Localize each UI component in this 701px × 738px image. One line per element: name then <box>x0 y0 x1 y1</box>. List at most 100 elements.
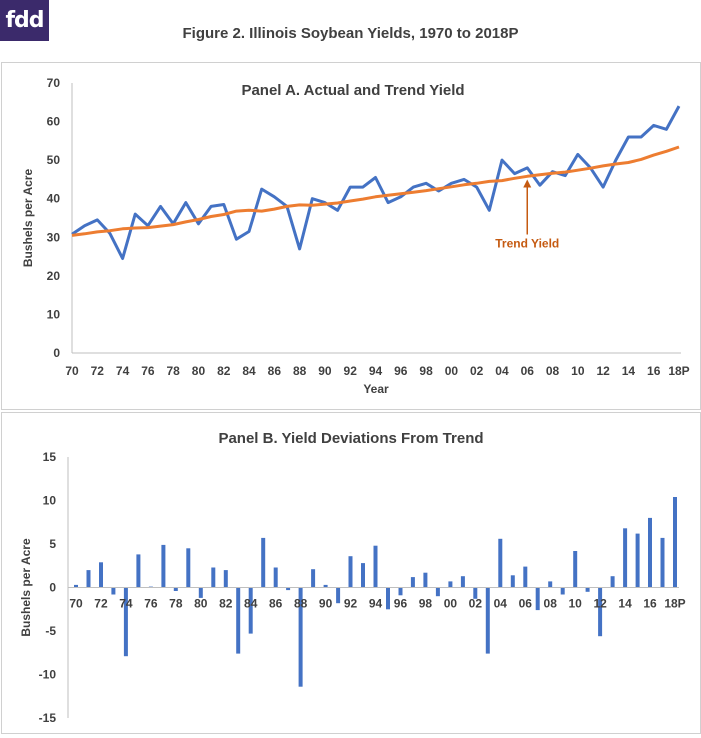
panel-b-x-tick-label: 92 <box>344 597 358 611</box>
deviation-bar <box>74 584 78 588</box>
panel-b-x-tick-label: 78 <box>169 597 183 611</box>
panel-b-y-tick-label: 10 <box>43 494 57 508</box>
deviation-bar <box>261 537 266 588</box>
deviation-bar <box>535 587 540 611</box>
deviation-bar <box>585 587 590 592</box>
panel-b-chart: Panel B. Yield Deviations From Trend Bus… <box>1 412 701 734</box>
deviation-bar <box>186 548 191 588</box>
panel-a-x-tick-label: 02 <box>470 364 484 378</box>
deviation-bar <box>623 528 628 588</box>
fdd-logo: fdd <box>0 0 49 41</box>
panel-a-x-tick-label: 76 <box>141 364 155 378</box>
deviation-bar <box>460 576 465 588</box>
panel-a-x-tick-label: 92 <box>344 364 358 378</box>
deviation-bar <box>273 567 278 588</box>
figure-title: Figure 2. Illinois Soybean Yields, 1970 … <box>182 25 519 42</box>
deviation-bar <box>660 537 665 588</box>
panel-a-x-tick-label: 16 <box>647 364 661 378</box>
deviation-bar <box>136 554 141 588</box>
deviation-bar <box>111 587 116 595</box>
panel-a-x-tick-label: 98 <box>419 364 433 378</box>
deviation-bar <box>510 575 515 588</box>
panel-a-x-tick-label: 12 <box>596 364 610 378</box>
panel-a-plot: 0 10 20 30 40 50 60 70 70 72 74 76 78 80 82 84 86 88 90 92 9… <box>47 76 690 378</box>
panel-b-x-tick-label: 00 <box>444 597 458 611</box>
deviation-bar <box>548 581 553 588</box>
panel-b-x-tick-label: 96 <box>394 597 408 611</box>
trend-yield-annotation: Trend Yield <box>495 237 559 251</box>
panel-a-x-tick-label: 10 <box>571 364 585 378</box>
deviation-bar <box>610 576 615 588</box>
deviation-bar <box>635 533 640 588</box>
panel-a-x-tick-label: 94 <box>369 364 383 378</box>
panel-b-x-tick-label: 10 <box>568 597 582 611</box>
panel-a-chart: Panel A. Actual and Trend Yield Bushels … <box>1 62 701 410</box>
panel-b-y-tick-label: 15 <box>43 450 57 464</box>
panel-b-x-tick-label: 08 <box>544 597 558 611</box>
panel-b-x-tick-label: 16 <box>643 597 657 611</box>
panel-a-x-tick-label: 04 <box>495 364 509 378</box>
panel-a-ylabel: Bushels per Acre <box>21 169 35 268</box>
panel-b-x-tick-label: 94 <box>369 597 383 611</box>
deviation-bar <box>435 587 440 597</box>
panel-a-x-tick-label: 00 <box>445 364 459 378</box>
deviation-bar <box>573 551 578 588</box>
panel-b-x-tick-label: 02 <box>469 597 483 611</box>
panel-a-y-tick-label: 60 <box>47 115 61 129</box>
deviation-bar <box>398 587 403 596</box>
panel-b-y-tick-label: -5 <box>45 624 56 638</box>
panel-b-svg: Panel B. Yield Deviations From Trend Bus… <box>19 430 686 725</box>
panel-b-x-tick-label: 12 <box>593 597 607 611</box>
deviation-bar <box>448 581 453 588</box>
panel-a-x-tick-label: 72 <box>91 364 105 378</box>
panel-b-x-tick-label: 98 <box>419 597 433 611</box>
panel-a-xlabel: Year <box>363 382 389 396</box>
deviation-bar <box>598 587 603 637</box>
panel-b-y-tick-label: 5 <box>49 537 56 551</box>
deviation-bar <box>560 587 565 595</box>
deviation-bar <box>361 563 365 588</box>
panel-a-y-tick-label: 0 <box>53 346 60 360</box>
deviation-bar <box>173 587 178 591</box>
panel-a-svg: Panel A. Actual and Trend Yield Bushels … <box>21 76 690 396</box>
panel-b-x-tick-label: 18P <box>664 597 685 611</box>
deviation-bar <box>373 545 378 588</box>
panel-b-x-tick-label: 80 <box>194 597 208 611</box>
deviation-bar <box>211 567 216 588</box>
deviation-bar <box>648 517 652 588</box>
panel-a-title: Panel A. Actual and Trend Yield <box>241 82 464 99</box>
deviation-bar <box>123 587 128 657</box>
deviation-bar <box>298 587 303 687</box>
deviation-bar <box>99 562 103 588</box>
deviation-bar <box>498 538 503 588</box>
panel-b-x-tick-label: 72 <box>94 597 108 611</box>
panel-a-x-tick-label: 90 <box>318 364 332 378</box>
panel-a-y-tick-label: 10 <box>47 307 61 321</box>
deviation-bar <box>286 587 291 591</box>
panel-b-ylabel: Bushels per Acre <box>19 538 33 637</box>
panel-a-y-tick-label: 40 <box>47 192 61 206</box>
deviation-bar <box>86 570 91 588</box>
panel-a-y-tick-label: 30 <box>47 230 61 244</box>
panel-b-x-tick-label: 82 <box>219 597 233 611</box>
deviation-bar <box>410 577 415 588</box>
panel-a-x-tick-label: 74 <box>116 364 130 378</box>
deviation-bar <box>673 497 677 588</box>
panel-a-x-tick-label: 80 <box>192 364 206 378</box>
panel-a-x-tick-label: 18P <box>668 364 689 378</box>
panel-a-y-tick-label: 20 <box>47 269 61 283</box>
panel-b-x-tick-label: 04 <box>494 597 508 611</box>
panel-a-y-tick-label: 70 <box>47 76 61 90</box>
deviation-bar <box>523 566 528 588</box>
trend-yield-arrowhead <box>523 179 532 188</box>
panel-a-x-tick-label: 86 <box>268 364 282 378</box>
panel-b-x-tick-label: 14 <box>618 597 632 611</box>
deviation-bar <box>161 544 166 588</box>
panel-a-y-tick-label: 50 <box>47 153 61 167</box>
panel-a-x-tick-label: 06 <box>521 364 535 378</box>
panel-a-x-tick-label: 96 <box>394 364 408 378</box>
panel-b-x-tick-label: 70 <box>69 597 83 611</box>
panel-a-x-tick-label: 88 <box>293 364 307 378</box>
panel-b-x-tick-label: 84 <box>244 597 258 611</box>
logo-text: fdd <box>5 8 44 33</box>
